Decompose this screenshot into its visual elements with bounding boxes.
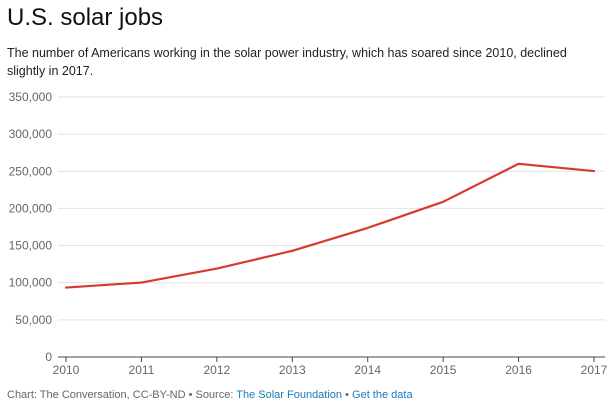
chart-subtitle: The number of Americans working in the s… bbox=[7, 46, 567, 78]
x-tick-label: 2012 bbox=[204, 363, 231, 377]
y-tick-label: 250,000 bbox=[9, 164, 53, 178]
y-tick-label: 150,000 bbox=[9, 239, 53, 253]
x-tick-label: 2013 bbox=[279, 363, 306, 377]
x-tick-label: 2016 bbox=[505, 363, 532, 377]
x-tick-label: 2014 bbox=[354, 363, 381, 377]
line-chart: 0 50,000 100,000 150,000 200,000 250,000 300,0… bbox=[9, 90, 608, 377]
x-axis-ticks: 2010 2011 2012 2013 2014 2015 2016 2017 bbox=[53, 357, 608, 377]
x-tick-label: 2011 bbox=[129, 363, 155, 377]
chart-title: U.S. solar jobs bbox=[7, 4, 164, 31]
y-tick-label: 50,000 bbox=[15, 313, 52, 327]
series-line bbox=[64, 162, 596, 289]
footer-credit: Chart: The Conversation, CC-BY-ND • Sour… bbox=[7, 389, 237, 401]
y-tick-label: 100,000 bbox=[9, 276, 53, 290]
y-tick-label: 350,000 bbox=[9, 90, 53, 104]
x-tick-label: 2017 bbox=[581, 363, 608, 377]
gridlines bbox=[58, 96, 605, 358]
y-tick-label: 200,000 bbox=[9, 201, 53, 215]
y-tick-label: 300,000 bbox=[9, 127, 53, 141]
y-axis-ticks: 0 50,000 100,000 150,000 200,000 250,000 300,0… bbox=[9, 90, 53, 364]
x-tick-label: 2010 bbox=[53, 363, 80, 377]
footer-separator: • bbox=[342, 389, 353, 401]
x-tick-label: 2015 bbox=[430, 363, 457, 377]
chart-footer: Chart: The Conversation, CC-BY-ND • Sour… bbox=[7, 389, 413, 401]
get-data-link[interactable]: Get the data bbox=[352, 389, 413, 401]
y-tick-label: 0 bbox=[45, 350, 52, 364]
source-link[interactable]: The Solar Foundation bbox=[236, 389, 343, 401]
series-layer bbox=[64, 162, 596, 289]
